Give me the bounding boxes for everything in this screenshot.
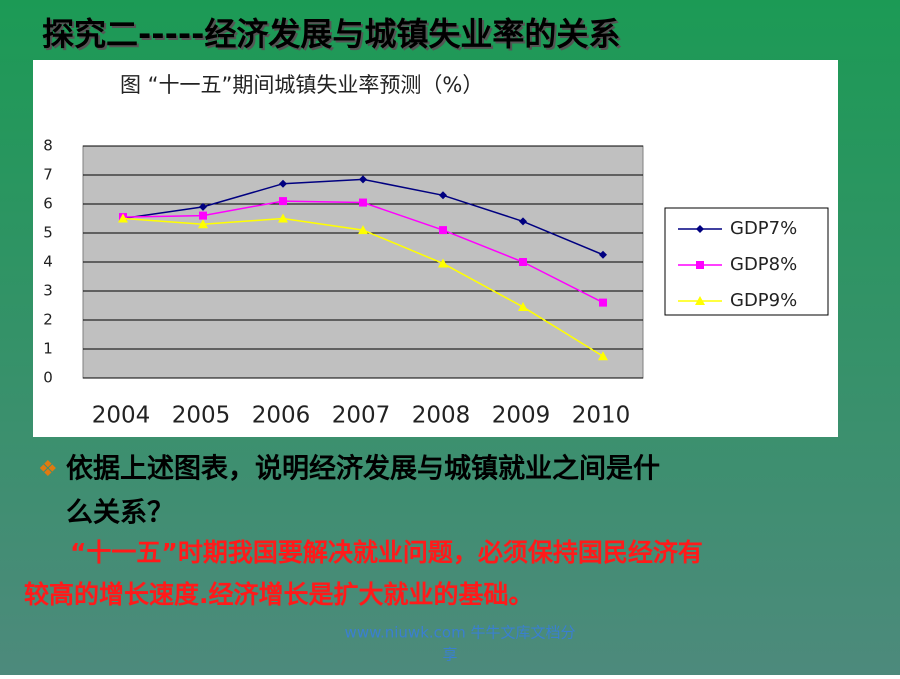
legend-label: GDP9% [730, 290, 797, 311]
x-tick-label: 2005 [172, 403, 231, 429]
footer: 享 [442, 646, 457, 664]
answer-line: “十一五”时期我国要解决就业问题，必须保持国民经济有 [70, 538, 703, 567]
marker [118, 213, 128, 223]
y-tick-label: 0 [43, 369, 53, 387]
y-tick-label: 6 [43, 195, 53, 213]
question-line: 么关系？ [66, 498, 174, 529]
marker [518, 301, 528, 311]
marker [519, 217, 527, 226]
legend-label: GDP7% [730, 218, 797, 239]
marker [359, 198, 367, 207]
y-tick-label: 4 [43, 253, 53, 271]
marker [599, 298, 607, 307]
marker [279, 179, 287, 188]
marker [598, 351, 608, 361]
y-tick-label: 7 [43, 166, 53, 184]
answer-line: 较高的增长速度.经济增长是扩大就业的基础。 [24, 580, 534, 609]
legend-marker [696, 225, 704, 233]
legend-marker [695, 296, 705, 305]
chart-title: 图 “十一五”期间城镇失业率预测（%） [120, 73, 483, 97]
x-tick-label: 2010 [572, 403, 631, 429]
marker [359, 175, 367, 184]
marker [279, 197, 287, 206]
marker [198, 219, 208, 229]
marker [599, 250, 607, 259]
marker [199, 211, 207, 220]
marker [519, 258, 527, 266]
marker [439, 226, 447, 235]
x-tick-label: 2006 [252, 403, 311, 429]
y-tick-label: 1 [43, 340, 53, 358]
x-tick-label: 2008 [412, 403, 471, 429]
y-tick-label: 3 [43, 282, 53, 300]
slide-title: 探究二-----经济发展与城镇失业率的关系 [42, 15, 620, 53]
marker [278, 213, 288, 223]
y-tick-label: 5 [43, 224, 53, 242]
marker [438, 258, 448, 268]
marker [199, 202, 207, 211]
x-tick-label: 2007 [332, 403, 391, 429]
bullet: ❖ [38, 457, 58, 482]
x-tick-label: 2004 [92, 403, 151, 429]
marker [358, 225, 368, 235]
y-tick-label: 2 [43, 311, 53, 329]
legend-label: GDP8% [730, 254, 797, 275]
legend-box [664, 207, 829, 316]
footer: www.niuwk.com 牛牛文库文档分 [345, 624, 576, 642]
marker [439, 191, 447, 200]
x-tick-label: 2009 [492, 403, 551, 429]
question-line: 依据上述图表，说明经济发展与城镇就业之间是什 [66, 453, 660, 485]
y-tick-label: 8 [43, 137, 53, 155]
legend-marker [696, 261, 704, 269]
